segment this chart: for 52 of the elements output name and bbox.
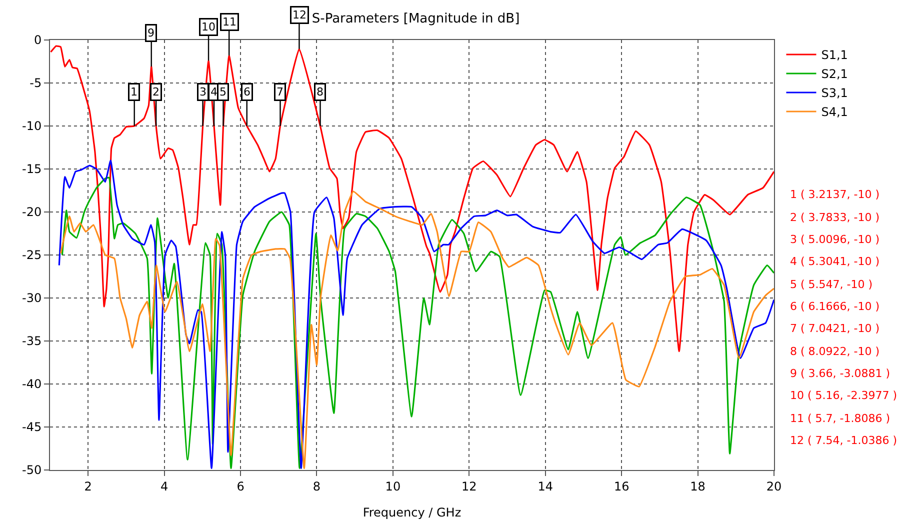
annotation: 5 bbox=[220, 86, 226, 98]
x-axis-title: Frequency / GHz bbox=[362, 505, 462, 520]
text: 9 ( 3.66, -3.0881 ) bbox=[790, 367, 890, 380]
x-tick-label: 14 bbox=[538, 479, 554, 494]
y-tick-label: -40 bbox=[22, 377, 42, 392]
annotation: 1 bbox=[130, 86, 138, 98]
text: 3 ( 5.0096, -10 ) bbox=[790, 233, 880, 246]
annotation: 6 bbox=[244, 86, 250, 98]
legend-label: S4,1 bbox=[821, 105, 848, 120]
y-tick-label: -20 bbox=[22, 205, 42, 220]
legend-label: S2,1 bbox=[821, 67, 848, 82]
text: 11 ( 5.7, -1.8086 ) bbox=[790, 412, 890, 425]
text: 4 ( 5.3041, -10 ) bbox=[790, 255, 880, 268]
annotation: 9 bbox=[148, 26, 154, 40]
x-tick-label: 16 bbox=[614, 479, 630, 494]
text: 1 ( 3.2137, -10 ) bbox=[790, 188, 880, 201]
legend-label: S1,1 bbox=[821, 48, 848, 62]
x-tick-label: 8 bbox=[312, 479, 321, 494]
y-tick-label: -5 bbox=[30, 76, 42, 90]
annotation: 2 bbox=[152, 86, 160, 98]
text: 5 ( 5.547, -10 ) bbox=[790, 278, 873, 291]
text: 12 ( 7.54, -1.0386 ) bbox=[790, 434, 898, 447]
chart-title: S-Parameters [Magnitude in dB] bbox=[312, 11, 520, 26]
text: 7 ( 7.0421, -10 ) bbox=[790, 322, 880, 335]
annotation: 7 bbox=[276, 86, 284, 98]
x-tick-label: 4 bbox=[160, 479, 168, 494]
annotation: 8 bbox=[316, 86, 324, 98]
x-tick-label: 6 bbox=[236, 479, 244, 494]
text: 8 ( 8.0922, -10 ) bbox=[790, 345, 880, 358]
legend-label: S3,1 bbox=[821, 86, 848, 100]
x-tick-label: 10 bbox=[385, 479, 401, 494]
x-tick-label: 2 bbox=[84, 479, 92, 494]
annotation: 10 bbox=[202, 20, 216, 34]
annotation: 11 bbox=[222, 16, 236, 28]
annotation: 12 bbox=[292, 8, 306, 22]
y-tick-label: -15 bbox=[22, 162, 42, 176]
text: 2 ( 3.7833, -10 ) bbox=[790, 211, 880, 224]
y-tick-label: -45 bbox=[22, 420, 42, 434]
annotation: 4 bbox=[210, 86, 218, 98]
annotation: 3 bbox=[200, 86, 206, 98]
y-tick-label: -35 bbox=[22, 334, 42, 348]
y-tick-label: 0 bbox=[34, 33, 42, 48]
y-tick-label: -30 bbox=[22, 291, 42, 306]
line-series bbox=[50, 45, 774, 352]
y-tick-label: -50 bbox=[22, 463, 42, 478]
y-tick-label: -10 bbox=[22, 119, 42, 134]
text: 10 ( 5.16, -2.3977 ) bbox=[790, 389, 898, 402]
x-tick-label: 12 bbox=[462, 479, 477, 494]
y-tick-label: -25 bbox=[22, 248, 42, 262]
x-tick-label: 20 bbox=[766, 479, 782, 494]
text: 6 ( 6.1666, -10 ) bbox=[790, 300, 880, 313]
x-tick-label: 18 bbox=[690, 479, 706, 494]
